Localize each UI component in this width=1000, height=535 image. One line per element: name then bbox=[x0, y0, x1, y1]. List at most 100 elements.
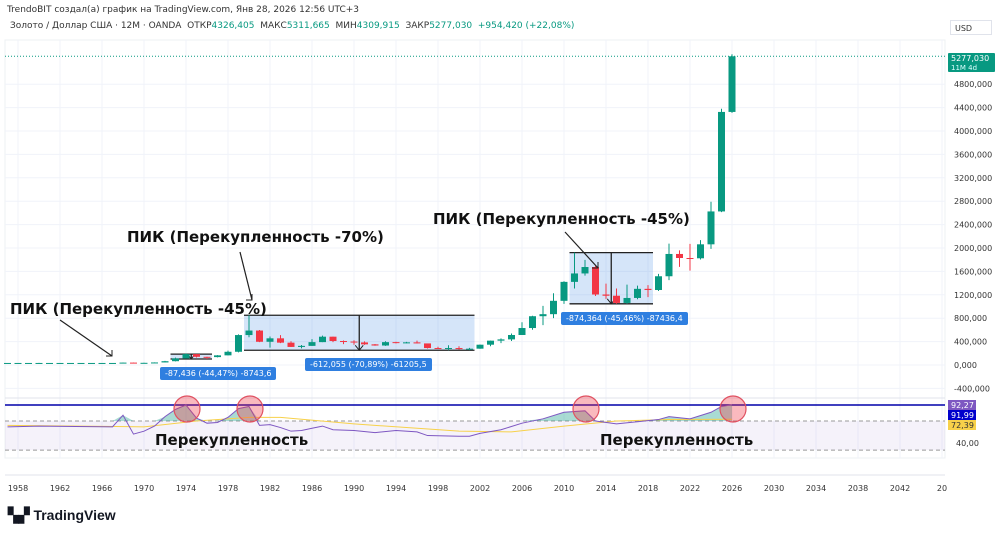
candle-body bbox=[266, 338, 274, 342]
candle-body bbox=[445, 348, 452, 350]
logo-text: TradingView bbox=[33, 507, 116, 523]
candle-body bbox=[319, 336, 326, 343]
candle-body bbox=[287, 342, 295, 347]
annotation-overbought-1: Перекупленность bbox=[155, 431, 309, 449]
overbought-circle bbox=[719, 395, 747, 423]
candle bbox=[182, 353, 190, 359]
price-tag-countdown: 11M 4d bbox=[951, 64, 977, 72]
arrow-head-icon bbox=[246, 294, 253, 301]
candle-body bbox=[623, 297, 631, 303]
candle bbox=[256, 329, 263, 343]
candle bbox=[287, 341, 295, 348]
candle-body bbox=[4, 362, 11, 364]
candle-body bbox=[487, 340, 494, 345]
candle-body bbox=[256, 330, 263, 342]
candle-body bbox=[130, 362, 137, 364]
high-label: МАКС bbox=[260, 21, 287, 31]
x-tick-label: 1978 bbox=[218, 484, 238, 493]
chart-credit: TrendoBIT создал(а) график на TradingVie… bbox=[7, 5, 360, 15]
candle-body bbox=[350, 341, 358, 343]
arrow-head-icon bbox=[106, 350, 113, 357]
candle-body bbox=[424, 343, 431, 349]
annotation-peak-1980: ПИК (Перекупленность -70%) bbox=[127, 228, 384, 246]
candle-body bbox=[308, 342, 316, 346]
candle-body bbox=[644, 288, 652, 291]
y-tick-label: 2800,000 bbox=[954, 197, 992, 206]
candle bbox=[487, 340, 494, 347]
x-tick-label: 1994 bbox=[386, 484, 406, 493]
x-tick-label: 2034 bbox=[806, 484, 826, 493]
candle-body bbox=[581, 267, 589, 274]
candle bbox=[25, 362, 32, 364]
candle bbox=[56, 362, 64, 364]
currency-button[interactable]: USD bbox=[950, 20, 992, 35]
candle bbox=[235, 334, 242, 353]
candle bbox=[466, 347, 473, 351]
candle bbox=[109, 362, 116, 364]
candle-body bbox=[434, 348, 442, 350]
rsi-line bbox=[7, 404, 733, 437]
annotation-arrow bbox=[59, 319, 113, 357]
rsi-overbought-fill bbox=[7, 404, 732, 421]
candle bbox=[319, 335, 326, 343]
x-tick-label: 1970 bbox=[134, 484, 154, 493]
candle bbox=[623, 284, 631, 304]
low-label: МИН bbox=[335, 21, 357, 31]
rsi-tick-label: 40,00 bbox=[956, 439, 979, 448]
candle bbox=[382, 341, 389, 346]
candle bbox=[550, 293, 557, 319]
symbol-legend: Золото / Доллар США · 12M · OANDA ОТКР43… bbox=[10, 21, 574, 31]
candle-body bbox=[676, 253, 683, 259]
x-tick-label: 2026 bbox=[722, 484, 742, 493]
candle bbox=[329, 336, 337, 343]
x-tick-label: 1998 bbox=[428, 484, 448, 493]
candle-body bbox=[539, 314, 547, 317]
y-tick-label: 1200,000 bbox=[954, 291, 992, 300]
annotation-peak-2012: ПИК (Перекупленность -45%) bbox=[433, 210, 690, 228]
candle bbox=[697, 240, 704, 260]
x-tick-label: 1962 bbox=[50, 484, 70, 493]
x-tick-label: 1958 bbox=[8, 484, 28, 493]
y-tick-label: 4000,000 bbox=[954, 127, 992, 136]
candle-body bbox=[224, 351, 232, 356]
candle bbox=[340, 340, 347, 345]
candle bbox=[224, 350, 232, 356]
symbol-name[interactable]: Золото / Доллар США · 12M · OANDA bbox=[10, 21, 182, 31]
candle-body bbox=[707, 211, 715, 245]
candle bbox=[592, 265, 599, 296]
candle bbox=[214, 355, 221, 358]
candle bbox=[98, 362, 106, 364]
candle-body bbox=[203, 356, 211, 358]
candle-body bbox=[665, 253, 673, 277]
candle bbox=[371, 343, 379, 346]
tv-logo-icon: ▚▞ bbox=[8, 507, 34, 523]
candle-body bbox=[77, 362, 85, 364]
candle bbox=[35, 362, 43, 364]
measure-label-3: -874,364 (-45,46%) -87436,4 bbox=[561, 312, 688, 325]
open-label: ОТКР bbox=[187, 21, 212, 31]
candle bbox=[560, 281, 568, 304]
x-tick-label: 1982 bbox=[260, 484, 280, 493]
candle-body bbox=[371, 344, 379, 346]
candle bbox=[266, 336, 274, 348]
x-tick-label: 2010 bbox=[554, 484, 574, 493]
change-value: +954,420 (+22,08%) bbox=[477, 21, 575, 31]
y-tick-label: 3200,000 bbox=[954, 174, 992, 183]
candle bbox=[434, 346, 442, 350]
candle bbox=[77, 362, 85, 364]
candle-body bbox=[35, 362, 43, 364]
candle-body bbox=[298, 345, 305, 347]
annotation-arrow bbox=[239, 251, 253, 301]
tradingview-logo[interactable]: ▚▞ TradingView bbox=[8, 507, 116, 524]
candle-body bbox=[592, 267, 599, 295]
candle-body bbox=[182, 354, 190, 359]
candle-body bbox=[235, 335, 242, 352]
candle-body bbox=[571, 273, 578, 282]
candle bbox=[518, 322, 526, 335]
candle bbox=[686, 243, 694, 271]
candle-body bbox=[140, 362, 148, 364]
candle-body bbox=[245, 330, 253, 336]
arrow-head-icon bbox=[592, 262, 599, 269]
candle-body bbox=[392, 342, 400, 344]
